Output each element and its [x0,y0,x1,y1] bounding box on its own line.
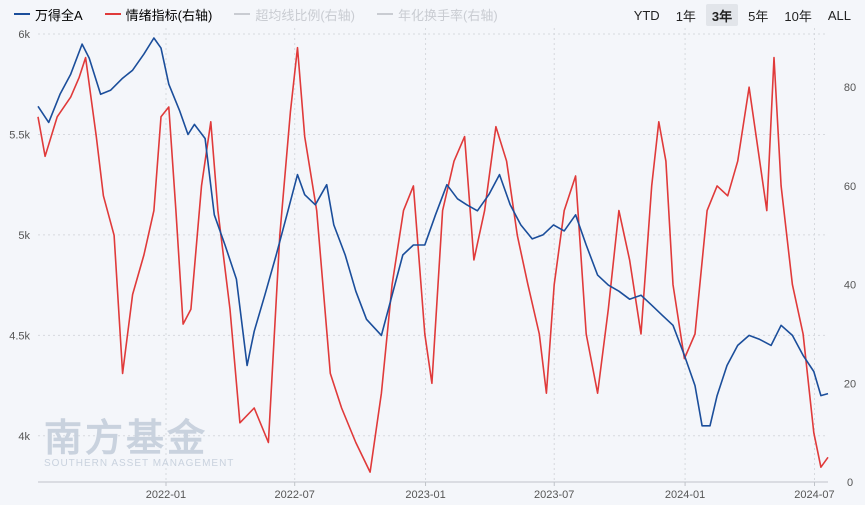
y-left-tick-label: 4k [18,431,30,443]
x-tick-label: 2022-01 [146,489,186,501]
chart-legend: 万得全A 情绪指标(右轴) 超均线比例(右轴) 年化换手率(右轴) [14,4,520,24]
y-right-tick-label: 80 [844,82,856,94]
x-tick-label: 2022-07 [275,489,315,501]
legend-label: 年化换手率(右轴) [398,7,498,23]
y-right-tick-label: 60 [844,181,856,193]
x-tick-label: 2024-01 [665,489,705,501]
range-button-3y[interactable]: 3年 [705,4,739,26]
y-right-tick-label: 40 [844,280,856,292]
wind-all-a-index-line [37,37,829,427]
y-right-tick-label: 20 [844,378,856,390]
x-tick-label: 2024-07 [794,489,834,501]
legend-item-sentiment[interactable]: 情绪指标(右轴) [104,5,213,24]
x-tick-label: 2023-01 [405,489,445,501]
legend-swatch [14,13,30,15]
legend-swatch [234,13,251,15]
y-right-tick-label: 0 [847,477,853,489]
y-left-tick-label: 6k [18,29,30,41]
legend-swatch [104,13,121,15]
range-selector: YTD 1年 3年 5年 10年 ALL [628,4,857,26]
range-button-5y[interactable]: 5年 [742,4,774,26]
y-left-tick-label: 5k [18,230,30,242]
y-left-tick-label: 5.5k [9,129,30,141]
sentiment-indicator-line [37,46,829,473]
legend-item-index[interactable]: 万得全A [14,5,83,24]
y-left-tick-label: 4.5k [9,330,30,342]
range-button-10y[interactable]: 10年 [778,4,817,26]
legend-item-turnover[interactable]: 年化换手率(右轴) [377,5,498,24]
range-button-all[interactable]: ALL [822,4,857,26]
legend-label: 超均线比例(右轴) [255,7,356,23]
x-tick-label: 2023-07 [534,489,574,501]
range-button-ytd[interactable]: YTD [628,4,666,26]
legend-label: 万得全A [35,7,83,23]
legend-label: 情绪指标(右轴) [125,7,213,23]
legend-item-above-ma-ratio[interactable]: 超均线比例(右轴) [234,5,355,24]
range-button-1y[interactable]: 1年 [670,4,702,26]
legend-swatch [377,13,394,15]
